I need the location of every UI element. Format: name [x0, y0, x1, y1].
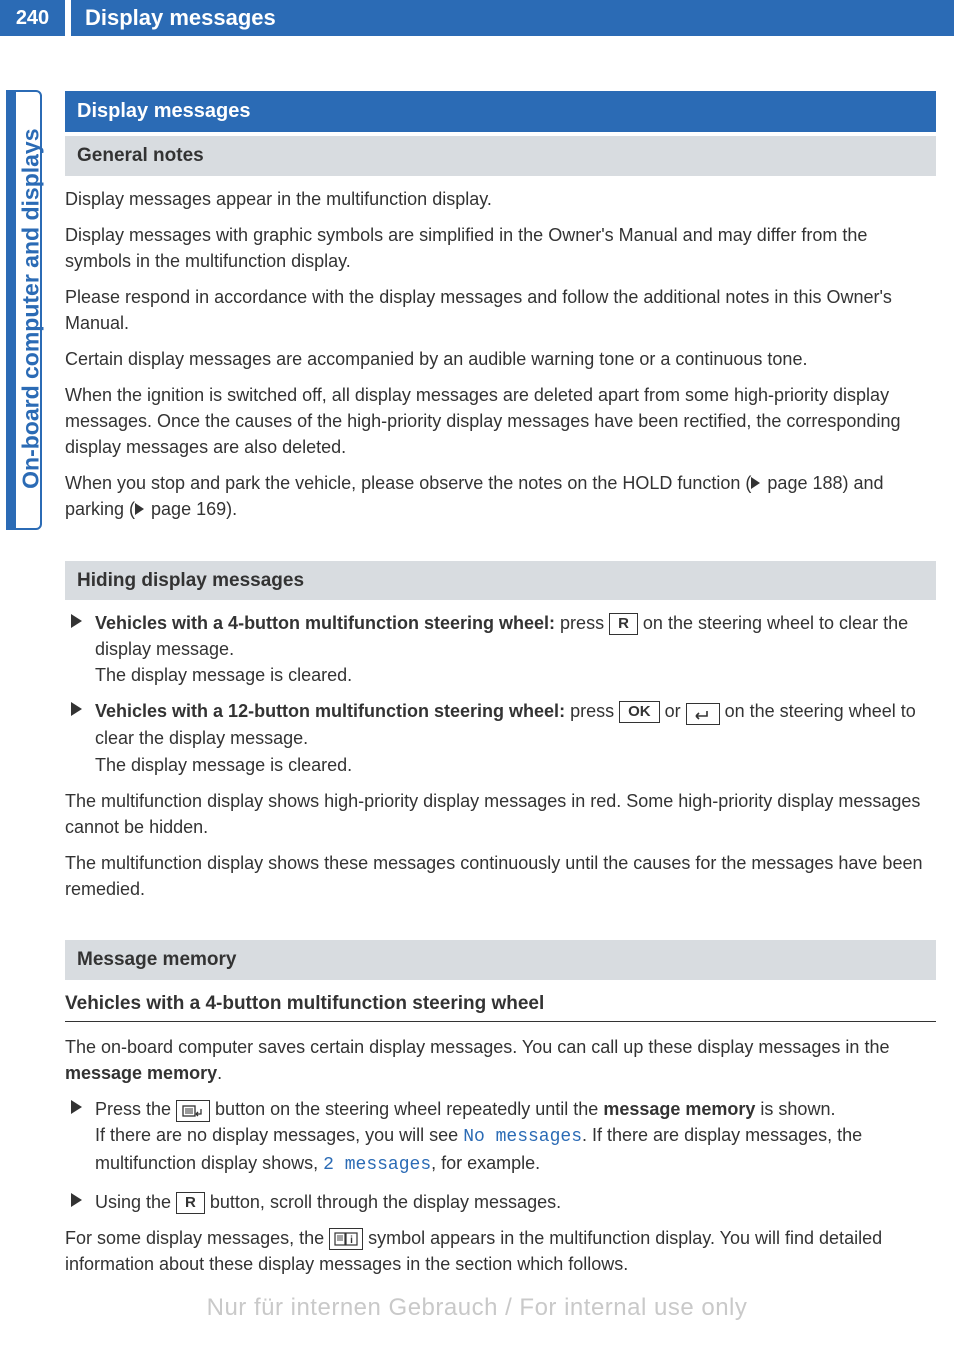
side-tab: On-board computer and displays — [6, 90, 42, 530]
text-bold: Vehicles with a 4-button multifunction s… — [95, 613, 555, 633]
page-number: 240 — [0, 0, 65, 36]
list-item: Press the button on the steering wheel r… — [65, 1096, 936, 1178]
text: The on-board computer saves certain disp… — [65, 1037, 889, 1057]
list-item: Vehicles with a 12-button multifunction … — [65, 698, 936, 777]
list-item: Using the R button, scroll through the d… — [65, 1189, 936, 1215]
text: For some display messages, the — [65, 1228, 329, 1248]
paragraph: The on-board computer saves certain disp… — [65, 1034, 936, 1086]
watermark: Nur für internen Gebrauch / For internal… — [0, 1291, 954, 1326]
paragraph: Certain display messages are accompanied… — [65, 346, 936, 372]
paragraph: For some display messages, the i symbol … — [65, 1225, 936, 1277]
text: If there are no display messages, you wi… — [95, 1122, 936, 1178]
text-bold: message memory — [603, 1099, 755, 1119]
text: The display message is cleared. — [95, 752, 936, 778]
subsection-heading-general-notes: General notes — [65, 136, 936, 176]
bullet-triangle-icon — [71, 614, 82, 628]
text: The display message is cleared. — [95, 662, 936, 688]
text-bold: message memory — [65, 1063, 217, 1083]
steering-button-r: R — [609, 613, 638, 635]
bullet-triangle-icon — [71, 1193, 82, 1207]
side-tab-label: On-board computer and displays — [14, 94, 47, 524]
manual-info-icon: i — [329, 1228, 363, 1250]
text: page 169). — [146, 499, 237, 519]
paragraph: Please respond in accordance with the di… — [65, 284, 936, 336]
sub-subheading: Vehicles with a 4-button multifunction s… — [65, 990, 936, 1023]
text: press — [555, 613, 609, 633]
display-text: 2 messages — [323, 1155, 431, 1175]
steering-button-back — [686, 703, 720, 725]
text: or — [660, 701, 686, 721]
paragraph: When the ignition is switched off, all d… — [65, 382, 936, 460]
page-ref-icon — [751, 477, 760, 489]
paragraph: When you stop and park the vehicle, plea… — [65, 470, 936, 522]
page-top-title: Display messages — [71, 0, 954, 36]
svg-text:i: i — [350, 1235, 353, 1246]
instruction-list: Press the button on the steering wheel r… — [65, 1096, 936, 1214]
text: is shown. — [755, 1099, 835, 1119]
paragraph: The multifunction display shows these me… — [65, 850, 936, 902]
steering-button-ok: OK — [619, 701, 660, 723]
page-ref-icon — [135, 503, 144, 515]
list-item: Vehicles with a 4-button multifunction s… — [65, 610, 936, 688]
content-body: Display messages General notes Display m… — [65, 36, 936, 1277]
top-bar: 240 Display messages — [0, 0, 954, 36]
paragraph: Display messages with graphic symbols ar… — [65, 222, 936, 274]
instruction-list: Vehicles with a 4-button multifunction s… — [65, 610, 936, 777]
section-heading-display-messages: Display messages — [65, 91, 936, 132]
bullet-triangle-icon — [71, 702, 82, 716]
subsection-heading-message-memory: Message memory — [65, 940, 936, 980]
bullet-triangle-icon — [71, 1100, 82, 1114]
text: press — [565, 701, 619, 721]
text: Using the — [95, 1192, 176, 1212]
paragraph: Display messages appear in the multifunc… — [65, 186, 936, 212]
steering-button-menu — [176, 1100, 210, 1122]
paragraph: The multifunction display shows high-pri… — [65, 788, 936, 840]
text: button, scroll through the display messa… — [205, 1192, 561, 1212]
text-bold: Vehicles with a 12-button multifunction … — [95, 701, 565, 721]
display-text: No messages — [463, 1127, 582, 1147]
text: When you stop and park the vehicle, plea… — [65, 473, 751, 493]
text: Press the — [95, 1099, 176, 1119]
text: button on the steering wheel repeatedly … — [210, 1099, 603, 1119]
text: If there are no display messages, you wi… — [95, 1125, 463, 1145]
text: . — [217, 1063, 222, 1083]
text: , for example. — [431, 1153, 540, 1173]
steering-button-r: R — [176, 1192, 205, 1214]
subsection-heading-hiding: Hiding display messages — [65, 561, 936, 601]
